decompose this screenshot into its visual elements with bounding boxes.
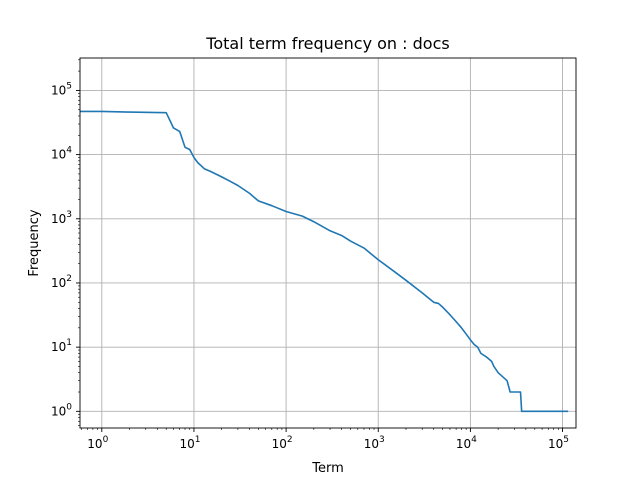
plot-frame	[79, 57, 577, 429]
x-tick-label: 101	[179, 435, 200, 451]
x-tick-label: 104	[456, 435, 477, 451]
y-tick-label: 102	[51, 274, 72, 290]
series-group	[80, 110, 569, 413]
y-tick-label: 103	[51, 210, 72, 226]
y-tick-label: 105	[51, 81, 72, 97]
grid-lines	[80, 58, 576, 428]
x-tick-label: 102	[272, 435, 293, 451]
x-tick-label: 105	[548, 435, 569, 451]
x-tick-label: 103	[364, 435, 385, 451]
y-tick-label: 100	[51, 402, 72, 418]
y-axis-label: Frequency	[27, 209, 42, 276]
chart-title: Total term frequency on : docs	[205, 34, 449, 53]
series-line	[80, 110, 569, 413]
y-tick-label: 104	[51, 146, 72, 162]
x-axis-label: Term	[311, 461, 344, 476]
x-axis: 100 101 102 103 104 105	[81, 428, 569, 451]
y-axis: 100 101 102 103 104 105	[51, 59, 80, 426]
y-tick-label: 101	[51, 338, 72, 354]
x-tick-label: 100	[87, 435, 108, 451]
